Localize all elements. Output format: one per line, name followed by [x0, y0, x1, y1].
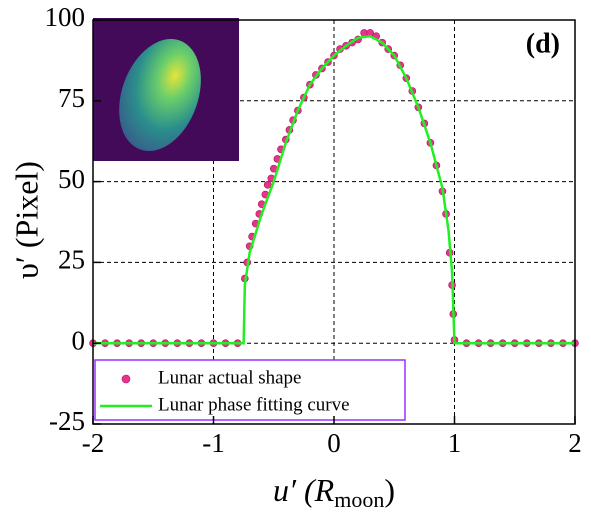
legend-swatch [121, 374, 131, 384]
y-tick-label: 100 [45, 2, 86, 32]
y-tick-label: 25 [58, 245, 85, 275]
legend-box [94, 359, 406, 421]
x-tick-label: 0 [327, 428, 341, 458]
y-tick-label: 50 [58, 164, 85, 194]
data-point [263, 181, 272, 189]
legend-label: Lunar actual shape [158, 367, 301, 388]
x-tick-label: 2 [568, 428, 582, 458]
x-tick-label: -1 [202, 428, 225, 458]
x-tick-label: 1 [448, 428, 462, 458]
legend-label: Lunar phase fitting curve [158, 394, 350, 415]
y-tick-label: 75 [58, 83, 85, 113]
y-tick-label: 0 [72, 325, 86, 355]
annotation: (d) [526, 28, 560, 59]
y-axis-label: υ′ (Pixel) [8, 161, 44, 279]
legend: Lunar actual shape Lunar phase fitting cu… [94, 359, 406, 421]
plot-frame [92, 19, 576, 425]
moon [119, 38, 201, 152]
y-tick-label: -25 [49, 406, 85, 436]
x-tick-label: -2 [82, 428, 105, 458]
fit-curve [93, 34, 575, 345]
x-axis-label: u′ (Rmoon) [273, 472, 395, 512]
